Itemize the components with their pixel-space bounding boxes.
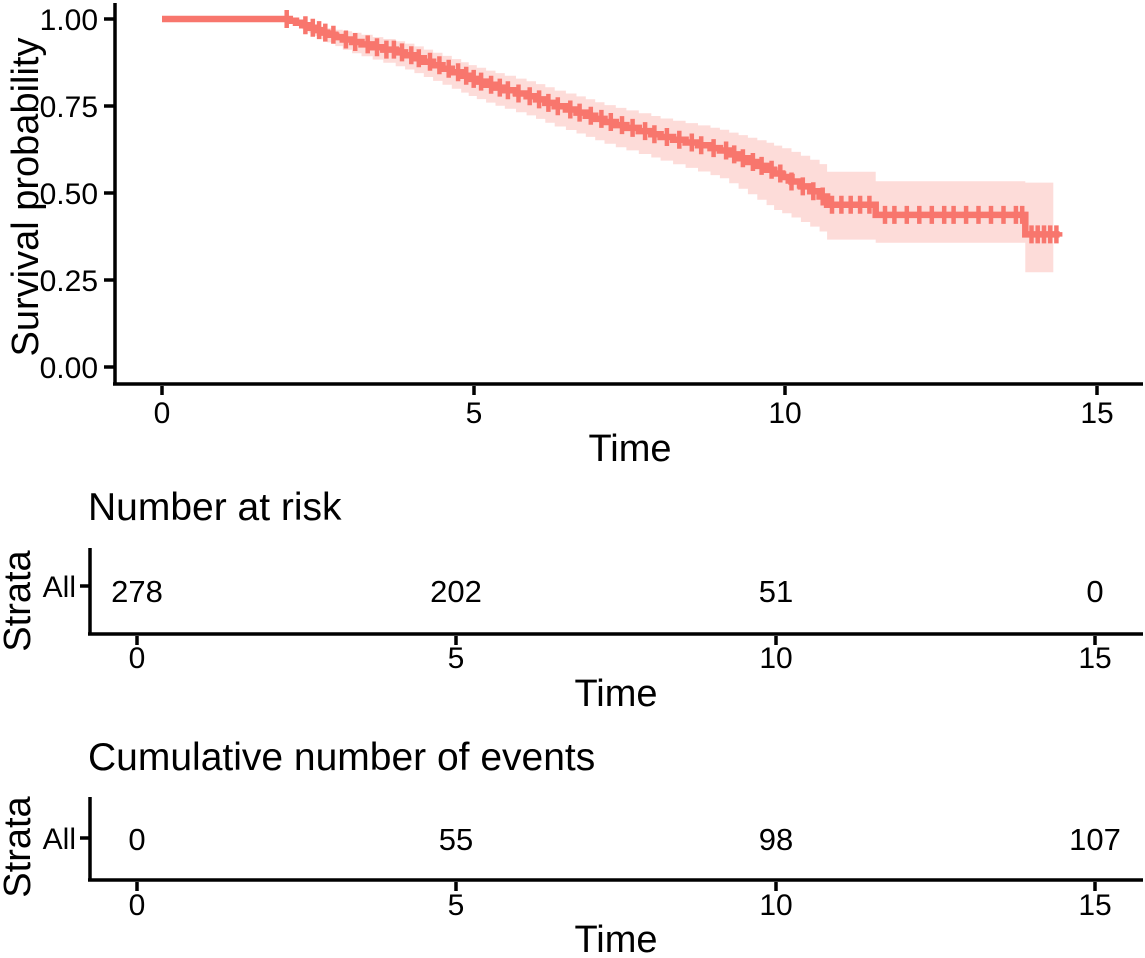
survival-plot-panel: 1.00 0.75 0.50 0.25 0.00 0 5 10 15 Survi…: [5, 3, 1143, 470]
events-table-title: Cumulative number of events: [88, 736, 595, 779]
risk-value: 51: [759, 574, 793, 609]
events-value: 0: [128, 822, 145, 857]
events-value: 107: [1069, 822, 1121, 857]
events-value: 55: [439, 822, 473, 857]
risk-x-tick-label: 10: [759, 642, 792, 675]
censor-marks: [280, 10, 1063, 244]
y-tick-label: 0.75: [40, 91, 98, 124]
events-x-tick-label: 5: [448, 889, 465, 922]
y-tick-label: 0.50: [40, 178, 98, 211]
events-x-tick-label: 10: [759, 889, 792, 922]
y-tick-label: 0.00: [40, 352, 98, 385]
risk-strata-all-label: All: [43, 571, 76, 604]
events-x-tick-label: 15: [1078, 889, 1111, 922]
y-tick-label: 1.00: [40, 4, 98, 37]
risk-x-tick-label: 5: [448, 642, 465, 675]
risk-value: 202: [430, 574, 482, 609]
x-tick-label: 15: [1080, 397, 1113, 430]
x-tick-label: 0: [154, 397, 171, 430]
risk-value: 278: [111, 574, 163, 609]
strata-axis-title: Strata: [0, 549, 39, 651]
y-axis-title: Survival probability: [5, 38, 47, 357]
events-strata-axis-title: Strata: [0, 795, 39, 897]
risk-x-tick-label: 15: [1078, 642, 1111, 675]
censor-plus-glyphs: [280, 10, 1063, 244]
events-value: 98: [759, 822, 793, 857]
events-table-panel: Cumulative number of events Strata All 0…: [0, 736, 1143, 958]
risk-table-panel: Number at risk Strata All 278 202 51 0 0…: [0, 486, 1143, 715]
risk-value: 0: [1086, 574, 1103, 609]
y-tick-label: 0.25: [40, 265, 98, 298]
risk-table-title: Number at risk: [88, 486, 342, 529]
risk-x-axis-title: Time: [574, 673, 657, 715]
events-strata-all-label: All: [43, 823, 76, 856]
risk-x-tick-label: 0: [129, 642, 146, 675]
events-x-tick-label: 0: [129, 889, 146, 922]
x-axis-title: Time: [588, 428, 671, 470]
x-tick-label: 10: [768, 397, 801, 430]
x-tick-label: 5: [466, 397, 483, 430]
events-x-axis-title: Time: [574, 919, 657, 958]
